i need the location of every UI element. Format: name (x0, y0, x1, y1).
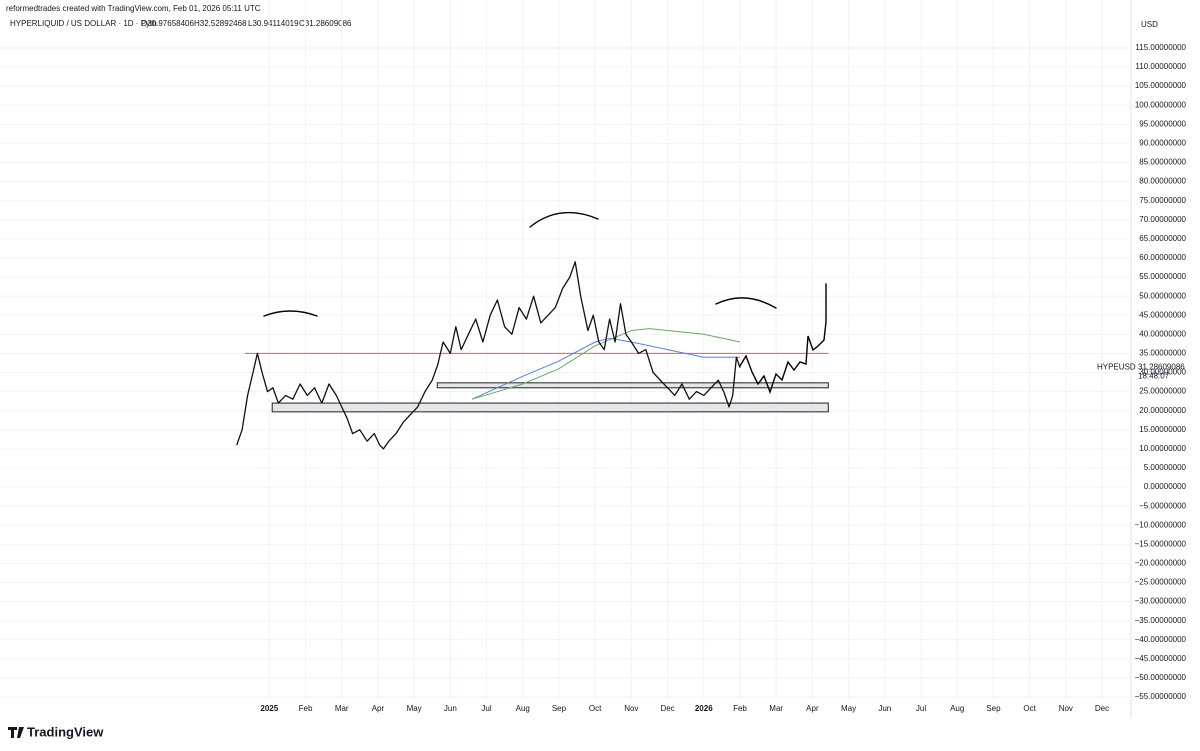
x-tick-label: Oct (589, 704, 602, 713)
y-tick-label: −10.00000000 (1135, 520, 1187, 529)
y-tick-label: 90.00000000 (1139, 139, 1186, 148)
x-tick-label: Aug (516, 704, 530, 713)
zone (436, 382, 829, 389)
y-tick-label: 45.00000000 (1139, 310, 1186, 319)
x-tick-label: Dec (1095, 704, 1109, 713)
y-tick-label: 75.00000000 (1139, 196, 1186, 205)
y-tick-label: −35.00000000 (1135, 616, 1187, 625)
moving-average (471, 337, 740, 400)
logo-mark (8, 727, 24, 738)
y-tick-label: −20.00000000 (1135, 559, 1187, 568)
x-tick-label: Jul (481, 704, 491, 713)
x-tick-label: 2026 (695, 704, 713, 713)
y-tick-label: 110.00000000 (1135, 62, 1186, 71)
moving-average (471, 328, 741, 400)
x-tick-label: Sep (552, 704, 567, 713)
last-price-symbol: HYPEUSD (1097, 363, 1136, 372)
y-tick-label: 105.00000000 (1135, 81, 1187, 90)
currency: USD (1141, 20, 1158, 29)
plot: 115.00000000 110.00000000 105.00000000 100.… (0, 0, 1187, 713)
x-tick-label: Sep (986, 704, 1001, 713)
y-tick-label: 40.00000000 (1139, 329, 1186, 338)
last-price-value: 31.28609086 (1138, 363, 1185, 372)
y-tick-label: 0.00000000 (1144, 482, 1187, 491)
x-tick-label: 2025 (260, 704, 278, 713)
sketch-projection (739, 283, 827, 395)
y-tick-label: 50.00000000 (1139, 291, 1186, 300)
y-tick-label: −55.00000000 (1135, 692, 1187, 701)
ohlc-open: O30.97658406 (141, 19, 194, 28)
symbol-line: HYPERLIQUID / US DOLLAR · 1D · Pyth (10, 19, 157, 28)
y-tick-label: −45.00000000 (1135, 654, 1187, 663)
y-tick-label: −5.00000000 (1139, 501, 1186, 510)
x-tick-label: Mar (335, 704, 349, 713)
sketch-arc (715, 297, 777, 309)
logo-text: TradingView (27, 724, 104, 739)
y-tick-label: −30.00000000 (1135, 597, 1187, 606)
ohlc-high: H32.52892468 (194, 19, 247, 28)
x-tick-label: Aug (950, 704, 964, 713)
y-tick-label: 20.00000000 (1139, 406, 1186, 415)
sketch-arc (529, 211, 599, 228)
y-tick-label: −50.00000000 (1135, 673, 1187, 682)
y-tick-label: 65.00000000 (1139, 234, 1186, 243)
y-tick-label: 5.00000000 (1144, 463, 1187, 472)
x-tick-label: Apr (372, 704, 385, 713)
price-line (236, 261, 741, 450)
x-tick-label: Dec (660, 704, 674, 713)
y-tick-label: 15.00000000 (1139, 425, 1186, 434)
sketch-arc (263, 310, 318, 317)
y-tick-label: 70.00000000 (1139, 215, 1186, 224)
x-tick-label: May (407, 704, 422, 713)
y-tick-label: −15.00000000 (1135, 539, 1187, 548)
y-tick-label: 55.00000000 (1139, 272, 1186, 281)
y-tick-label: 100.00000000 (1135, 100, 1187, 109)
x-tick-label: Jun (878, 704, 891, 713)
y-tick-label: −40.00000000 (1135, 635, 1187, 644)
zone (271, 402, 829, 413)
y-tick-label: 30.00000000 (1139, 368, 1186, 377)
last-price-countdown: 18:48:07 (1138, 372, 1170, 381)
x-tick-label: Apr (806, 704, 819, 713)
ohlc-close: C31.28609086 (299, 19, 352, 28)
y-tick-label: −25.00000000 (1135, 578, 1187, 587)
x-tick-label: Jul (916, 704, 926, 713)
y-tick-label: 95.00000000 (1139, 119, 1186, 128)
sketches (263, 211, 827, 395)
attribution: reformedtrades created with TradingView.… (6, 4, 261, 13)
x-tick-label: Jun (444, 704, 457, 713)
y-tick-label: 10.00000000 (1139, 444, 1186, 453)
x-tick-label: Nov (624, 704, 638, 713)
x-tick-label: Feb (299, 704, 313, 713)
y-tick-label: 80.00000000 (1139, 177, 1186, 186)
y-tick-label: 60.00000000 (1139, 253, 1186, 262)
x-tick-label: Mar (769, 704, 783, 713)
x-tick-label: Nov (1059, 704, 1073, 713)
x-tick-label: Feb (733, 704, 747, 713)
y-tick-label: 25.00000000 (1139, 387, 1186, 396)
ohlc-low: L30.94114019 (248, 19, 299, 28)
y-tick-label: 35.00000000 (1139, 349, 1186, 358)
y-tick-label: 115.00000000 (1135, 43, 1186, 52)
y-tick-label: 85.00000000 (1139, 158, 1186, 167)
tv-logo: TradingView (8, 724, 104, 739)
x-tick-label: Oct (1023, 704, 1036, 713)
x-tick-label: May (841, 704, 856, 713)
